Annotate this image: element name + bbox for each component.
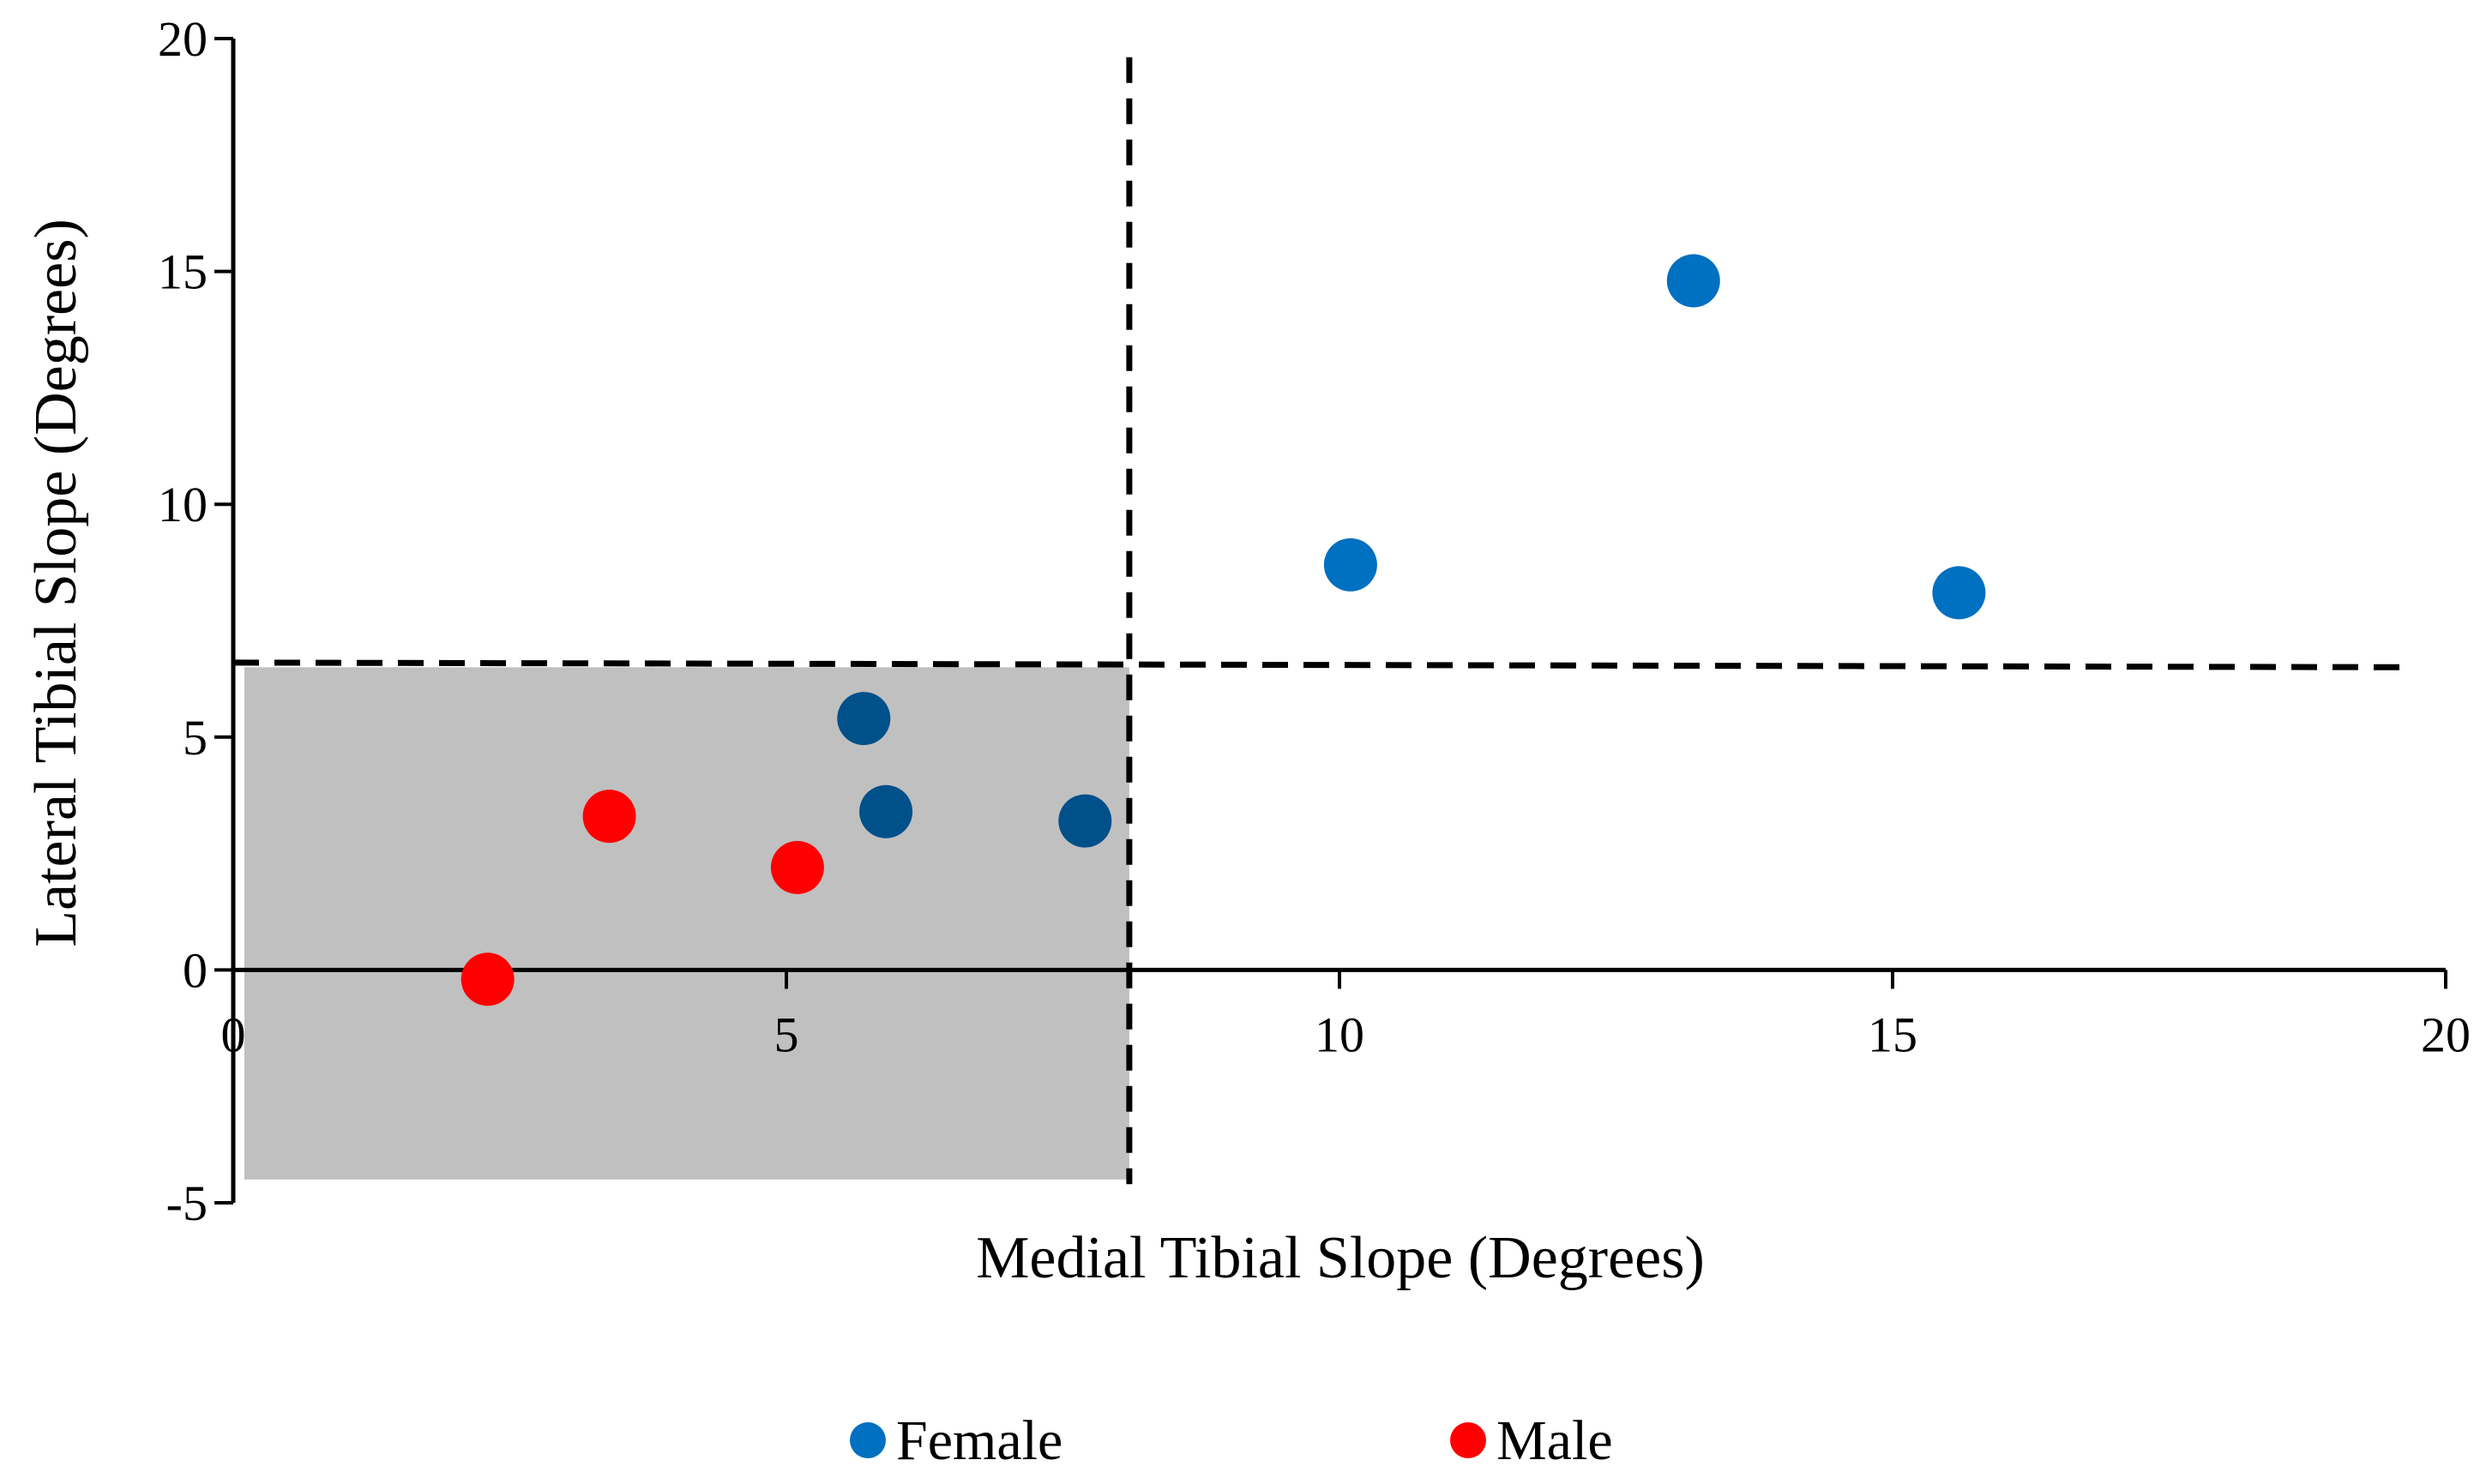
tick-labels: -5 0 5 10 15 20 0 5 10 15 20 xyxy=(158,11,2471,1231)
male-data-point xyxy=(770,840,824,894)
y-tick-label: 0 xyxy=(183,942,208,998)
female-data-point xyxy=(1666,254,1720,308)
female-data-point xyxy=(1058,794,1112,848)
legend-female-label: Female xyxy=(896,1409,1062,1472)
male-data-point xyxy=(460,952,515,1006)
y-tick-label: 20 xyxy=(158,11,208,67)
x-tick-label: 15 xyxy=(1868,1006,1917,1062)
female-data-point xyxy=(859,784,913,838)
y-tick-label: -5 xyxy=(166,1175,208,1231)
legend-male-marker xyxy=(1450,1422,1486,1458)
data-points xyxy=(460,254,1986,1006)
x-tick-label: 0 xyxy=(221,1006,246,1062)
y-axis-title: Lateral Tibial Slope (Degrees) xyxy=(23,219,89,947)
legend-female-marker xyxy=(850,1422,886,1458)
x-tick-label: 20 xyxy=(2421,1006,2471,1062)
y-tick-label: 15 xyxy=(158,244,208,300)
y-tick-label: 5 xyxy=(183,710,208,766)
x-axis-title: Medial Tibial Slope (Degrees) xyxy=(976,1225,1705,1291)
x-tick-label: 5 xyxy=(774,1006,799,1062)
female-data-point xyxy=(1323,538,1377,592)
horizontal-threshold-line xyxy=(232,659,2413,670)
legend: Female Male xyxy=(850,1409,1613,1472)
axes xyxy=(214,37,2447,1205)
shaded-region xyxy=(244,667,1129,1180)
reference-lines xyxy=(232,57,2413,1185)
x-tick-label: 10 xyxy=(1315,1006,1364,1062)
shaded-region-layer xyxy=(244,667,1129,1180)
male-data-point xyxy=(582,790,636,844)
female-data-point xyxy=(837,692,891,746)
legend-male-label: Male xyxy=(1496,1409,1613,1472)
female-data-point xyxy=(1932,566,1986,620)
y-tick-label: 10 xyxy=(158,477,208,532)
